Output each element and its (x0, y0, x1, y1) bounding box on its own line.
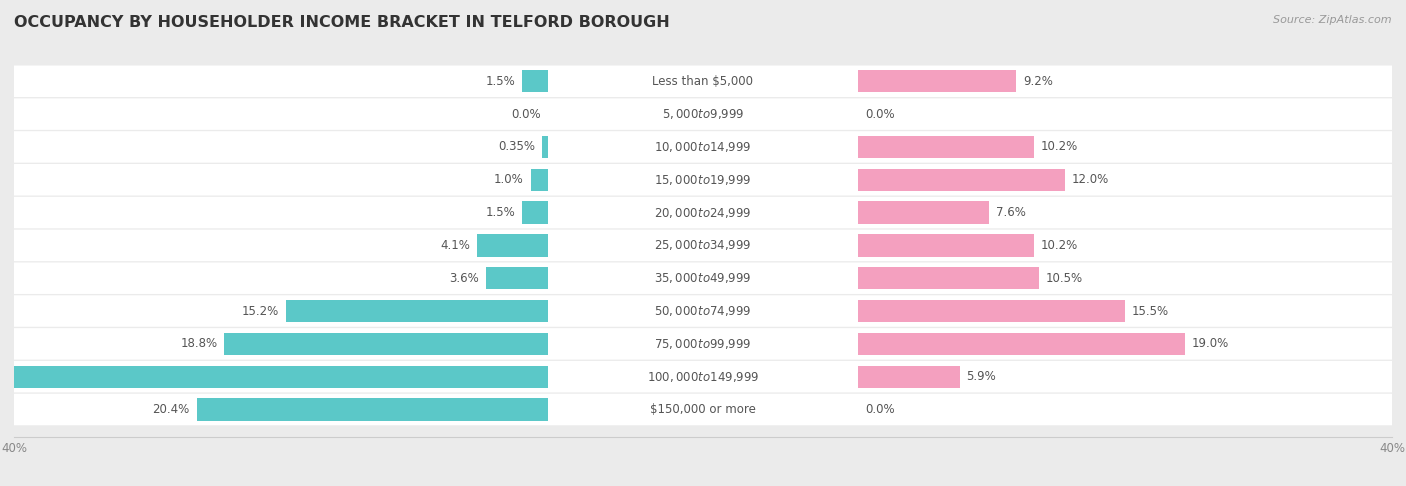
FancyBboxPatch shape (13, 197, 1393, 228)
Text: 10.5%: 10.5% (1046, 272, 1083, 285)
Text: 9.2%: 9.2% (1024, 75, 1053, 88)
Text: $20,000 to $24,999: $20,000 to $24,999 (654, 206, 752, 220)
FancyBboxPatch shape (13, 98, 1393, 130)
Bar (197, 399, 548, 421)
Bar (858, 70, 1017, 92)
Bar (858, 365, 960, 388)
FancyBboxPatch shape (13, 262, 1393, 294)
Text: Source: ZipAtlas.com: Source: ZipAtlas.com (1274, 15, 1392, 25)
Text: 15.5%: 15.5% (1132, 305, 1168, 317)
Bar (522, 70, 548, 92)
Text: 20.4%: 20.4% (152, 403, 190, 416)
Bar (858, 267, 1039, 289)
FancyBboxPatch shape (13, 66, 1393, 97)
Bar (530, 169, 548, 191)
Text: 7.6%: 7.6% (995, 206, 1025, 219)
Text: 0.35%: 0.35% (498, 140, 536, 154)
Text: 3.6%: 3.6% (450, 272, 479, 285)
FancyBboxPatch shape (13, 230, 1393, 261)
Text: 18.8%: 18.8% (180, 337, 218, 350)
Text: 1.5%: 1.5% (485, 75, 515, 88)
FancyBboxPatch shape (13, 131, 1393, 163)
Bar (858, 300, 1125, 322)
Text: $5,000 to $9,999: $5,000 to $9,999 (662, 107, 744, 121)
Text: $75,000 to $99,999: $75,000 to $99,999 (654, 337, 752, 351)
Bar (858, 333, 1185, 355)
Bar (0, 365, 548, 388)
FancyBboxPatch shape (13, 394, 1393, 425)
Text: $10,000 to $14,999: $10,000 to $14,999 (654, 140, 752, 154)
Text: 10.2%: 10.2% (1040, 140, 1078, 154)
Bar (858, 169, 1064, 191)
Text: $35,000 to $49,999: $35,000 to $49,999 (654, 271, 752, 285)
Text: 4.1%: 4.1% (440, 239, 471, 252)
Text: OCCUPANCY BY HOUSEHOLDER INCOME BRACKET IN TELFORD BOROUGH: OCCUPANCY BY HOUSEHOLDER INCOME BRACKET … (14, 15, 669, 30)
Text: 10.2%: 10.2% (1040, 239, 1078, 252)
Text: $100,000 to $149,999: $100,000 to $149,999 (647, 370, 759, 383)
FancyBboxPatch shape (13, 164, 1393, 195)
Text: 0.0%: 0.0% (865, 107, 894, 121)
FancyBboxPatch shape (13, 295, 1393, 327)
Text: $50,000 to $74,999: $50,000 to $74,999 (654, 304, 752, 318)
Text: 1.5%: 1.5% (485, 206, 515, 219)
Bar (541, 136, 548, 158)
Text: 15.2%: 15.2% (242, 305, 280, 317)
Bar (224, 333, 548, 355)
Text: 12.0%: 12.0% (1071, 173, 1109, 186)
Text: $15,000 to $19,999: $15,000 to $19,999 (654, 173, 752, 187)
FancyBboxPatch shape (13, 361, 1393, 392)
Bar (858, 201, 988, 224)
Text: 1.0%: 1.0% (494, 173, 524, 186)
Bar (858, 234, 1033, 257)
FancyBboxPatch shape (13, 328, 1393, 360)
Bar (287, 300, 548, 322)
Bar (858, 136, 1033, 158)
Bar (522, 201, 548, 224)
Text: Less than $5,000: Less than $5,000 (652, 75, 754, 88)
Text: 5.9%: 5.9% (966, 370, 997, 383)
Text: 0.0%: 0.0% (865, 403, 894, 416)
Bar (478, 234, 548, 257)
Text: 0.0%: 0.0% (512, 107, 541, 121)
Bar (486, 267, 548, 289)
Text: $25,000 to $34,999: $25,000 to $34,999 (654, 239, 752, 252)
Text: 19.0%: 19.0% (1192, 337, 1229, 350)
Text: $150,000 or more: $150,000 or more (650, 403, 756, 416)
